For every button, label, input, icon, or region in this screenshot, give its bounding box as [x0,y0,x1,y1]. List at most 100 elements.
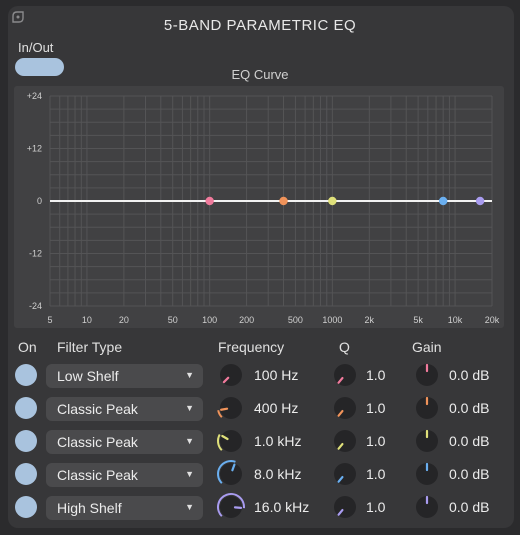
y-tick-label: 0 [37,196,42,206]
x-tick-label: 2k [365,315,375,325]
q-value: 1.0 [366,367,386,383]
gain-value: 0.0 dB [449,466,490,482]
q-knob[interactable] [330,459,360,489]
frequency-value: 16.0 kHz [254,499,310,515]
band-point [438,196,448,206]
x-tick-label: 10 [82,315,92,325]
knob-dial-icon [217,397,242,419]
header-on: On [18,339,37,355]
eq-curve-label: EQ Curve [231,67,289,82]
q-knob[interactable] [330,360,360,390]
q-knob[interactable] [330,492,360,522]
x-tick-label: 5 [47,315,52,325]
chevron-down-icon: ▼ [185,403,194,413]
x-tick-label: 5k [413,315,423,325]
knob-dial-icon [334,397,356,419]
filter-type-value: High Shelf [57,500,122,516]
y-tick-label: -12 [29,249,42,259]
frequency-knob[interactable] [216,360,246,390]
frequency-value: 100 Hz [254,367,299,383]
band-on-toggle[interactable] [15,463,37,485]
filter-type-value: Classic Peak [57,467,138,483]
header-frequency: Frequency [218,339,285,355]
knob-dial-icon [217,430,242,452]
frequency-knob[interactable] [216,492,246,522]
header-gain: Gain [412,339,442,355]
band-point [328,196,337,206]
band-point [475,196,485,206]
x-tick-label: 50 [168,315,178,325]
frequency-value: 8.0 kHz [254,466,302,482]
filter-type-select[interactable]: Classic Peak ▼ [46,430,203,454]
x-tick-label: 1000 [322,315,342,325]
y-tick-label: +24 [27,91,42,101]
knob-dial-icon [334,430,356,452]
q-knob[interactable] [330,426,360,456]
band-row-2: Classic Peak ▼ 400 Hz 1.0 0.0 dB [0,393,520,425]
gain-value: 0.0 dB [449,433,490,449]
band-on-toggle[interactable] [15,397,37,419]
chevron-down-icon: ▼ [185,370,194,380]
inout-toggle[interactable] [15,58,64,76]
q-value: 1.0 [366,466,386,482]
q-value: 1.0 [366,499,386,515]
x-tick-label: 20 [119,315,129,325]
gain-knob[interactable] [412,426,442,456]
band-on-toggle[interactable] [15,430,37,452]
plugin-logo-icon [12,11,24,23]
band-row-3: Classic Peak ▼ 1.0 kHz 1.0 0.0 dB [0,426,520,458]
filter-type-select[interactable]: High Shelf ▼ [46,496,203,520]
frequency-knob[interactable] [216,459,246,489]
band-row-5: High Shelf ▼ 16.0 kHz 1.0 0.0 dB [0,492,520,524]
knob-dial-icon [217,460,242,485]
knob-dial-icon [334,496,356,518]
filter-type-value: Classic Peak [57,434,138,450]
x-tick-label: 200 [239,315,254,325]
knob-dial-icon [416,462,438,485]
gain-knob[interactable] [412,492,442,522]
y-tick-label: +12 [27,144,42,154]
gain-value: 0.0 dB [449,499,490,515]
knob-dial-icon [220,364,242,386]
knob-dial-icon [416,363,438,386]
gain-knob[interactable] [412,459,442,489]
inout-label: In/Out [18,40,54,55]
knob-dial-icon [416,495,438,518]
x-tick-label: 100 [202,315,217,325]
chevron-down-icon: ▼ [185,469,194,479]
frequency-knob[interactable] [216,426,246,456]
frequency-value: 400 Hz [254,400,299,416]
gain-knob[interactable] [412,360,442,390]
header-filter-type: Filter Type [57,339,123,355]
chevron-down-icon: ▼ [185,502,194,512]
q-value: 1.0 [366,433,386,449]
eq-curve-svg: +24 +12 0 -12 -24 5 10 20 50 100 200 500 1000 2k 5k 10k… [27,91,500,325]
header-q: Q [339,339,350,355]
knob-dial-icon [416,429,438,452]
band-point [279,196,288,206]
frequency-value: 1.0 kHz [254,433,302,449]
q-knob[interactable] [330,393,360,423]
chevron-down-icon: ▼ [185,436,194,446]
gain-value: 0.0 dB [449,400,490,416]
filter-type-value: Low Shelf [57,368,119,384]
filter-type-select[interactable]: Low Shelf ▼ [46,364,203,388]
q-value: 1.0 [366,400,386,416]
plugin-title: 5-BAND PARAMETRIC EQ [163,17,357,34]
band-on-toggle[interactable] [15,496,37,518]
band-row-1: Low Shelf ▼ 100 Hz 1.0 0.0 dB [0,360,520,392]
eq-curve-graph[interactable]: +24 +12 0 -12 -24 5 10 20 50 100 200 500 1000 2k 5k 10k… [14,86,504,328]
x-tick-label: 20k [485,315,500,325]
gain-value: 0.0 dB [449,367,490,383]
knob-dial-icon [334,364,356,386]
knob-dial-icon [416,396,438,419]
band-point [205,196,214,206]
gain-knob[interactable] [412,393,442,423]
filter-type-value: Classic Peak [57,401,138,417]
filter-type-select[interactable]: Classic Peak ▼ [46,397,203,421]
filter-type-select[interactable]: Classic Peak ▼ [46,463,203,487]
y-tick-label: -24 [29,301,42,311]
frequency-knob[interactable] [216,393,246,423]
x-tick-label: 500 [288,315,303,325]
band-on-toggle[interactable] [15,364,37,386]
